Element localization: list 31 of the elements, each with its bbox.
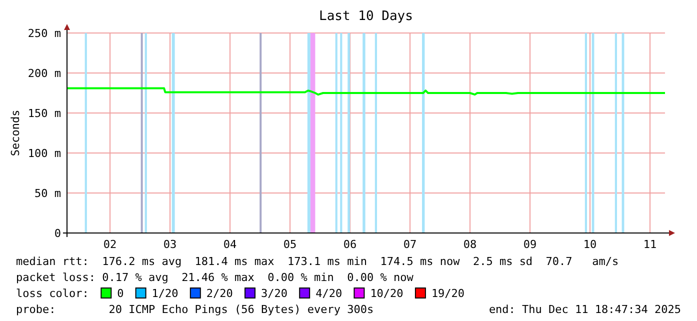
legend-label: 0	[117, 287, 124, 300]
x-tick-label: 07	[403, 238, 417, 251]
legend-label: 19/20	[431, 287, 465, 300]
y-tick-label: 250 m	[28, 26, 62, 40]
legend-label: 3/20	[261, 287, 288, 300]
x-tick-label: 02	[103, 238, 117, 251]
y-axis-title: Seconds	[9, 110, 22, 156]
y-tick-label: 150 m	[28, 106, 62, 120]
legend-label: 10/20	[370, 287, 404, 300]
y-tick-label: 0	[54, 226, 61, 240]
x-tick-label: 08	[463, 238, 477, 251]
chart-title: Last 10 Days	[319, 9, 413, 24]
x-tick-label: 06	[343, 238, 357, 251]
y-tick-label: 200 m	[28, 66, 62, 80]
x-tick-label: 05	[283, 238, 297, 251]
legend-label: 2/20	[206, 287, 233, 300]
legend-label: 4/20	[316, 287, 342, 300]
x-tick-label: 10	[583, 238, 597, 251]
text: probe: 20 ICMP Echo Pings (56 Bytes) every 300s	[16, 303, 374, 316]
legend-label: 1/20	[152, 287, 178, 300]
y-tick-label: 100 m	[28, 146, 62, 160]
text: packet loss: 0.17 % avg 21.46 % max 0.00 % min 0.00 % now	[16, 271, 414, 284]
x-tick-label: 11	[643, 238, 657, 251]
text: end: Thu Dec 11 18:47:34 2025	[488, 303, 681, 316]
y-tick-label: 50 m	[34, 186, 62, 200]
text: median rtt: 176.2 ms avg 181.4 ms max 173.1 ms min 174.5 ms now 2.5 ms sd 70.7 am/s	[16, 255, 619, 268]
x-tick-label: 09	[523, 238, 537, 251]
x-tick-label: 04	[223, 238, 238, 251]
x-tick-label: 03	[163, 238, 177, 251]
line-series	[66, 87, 666, 96]
text: loss color:	[16, 287, 89, 300]
